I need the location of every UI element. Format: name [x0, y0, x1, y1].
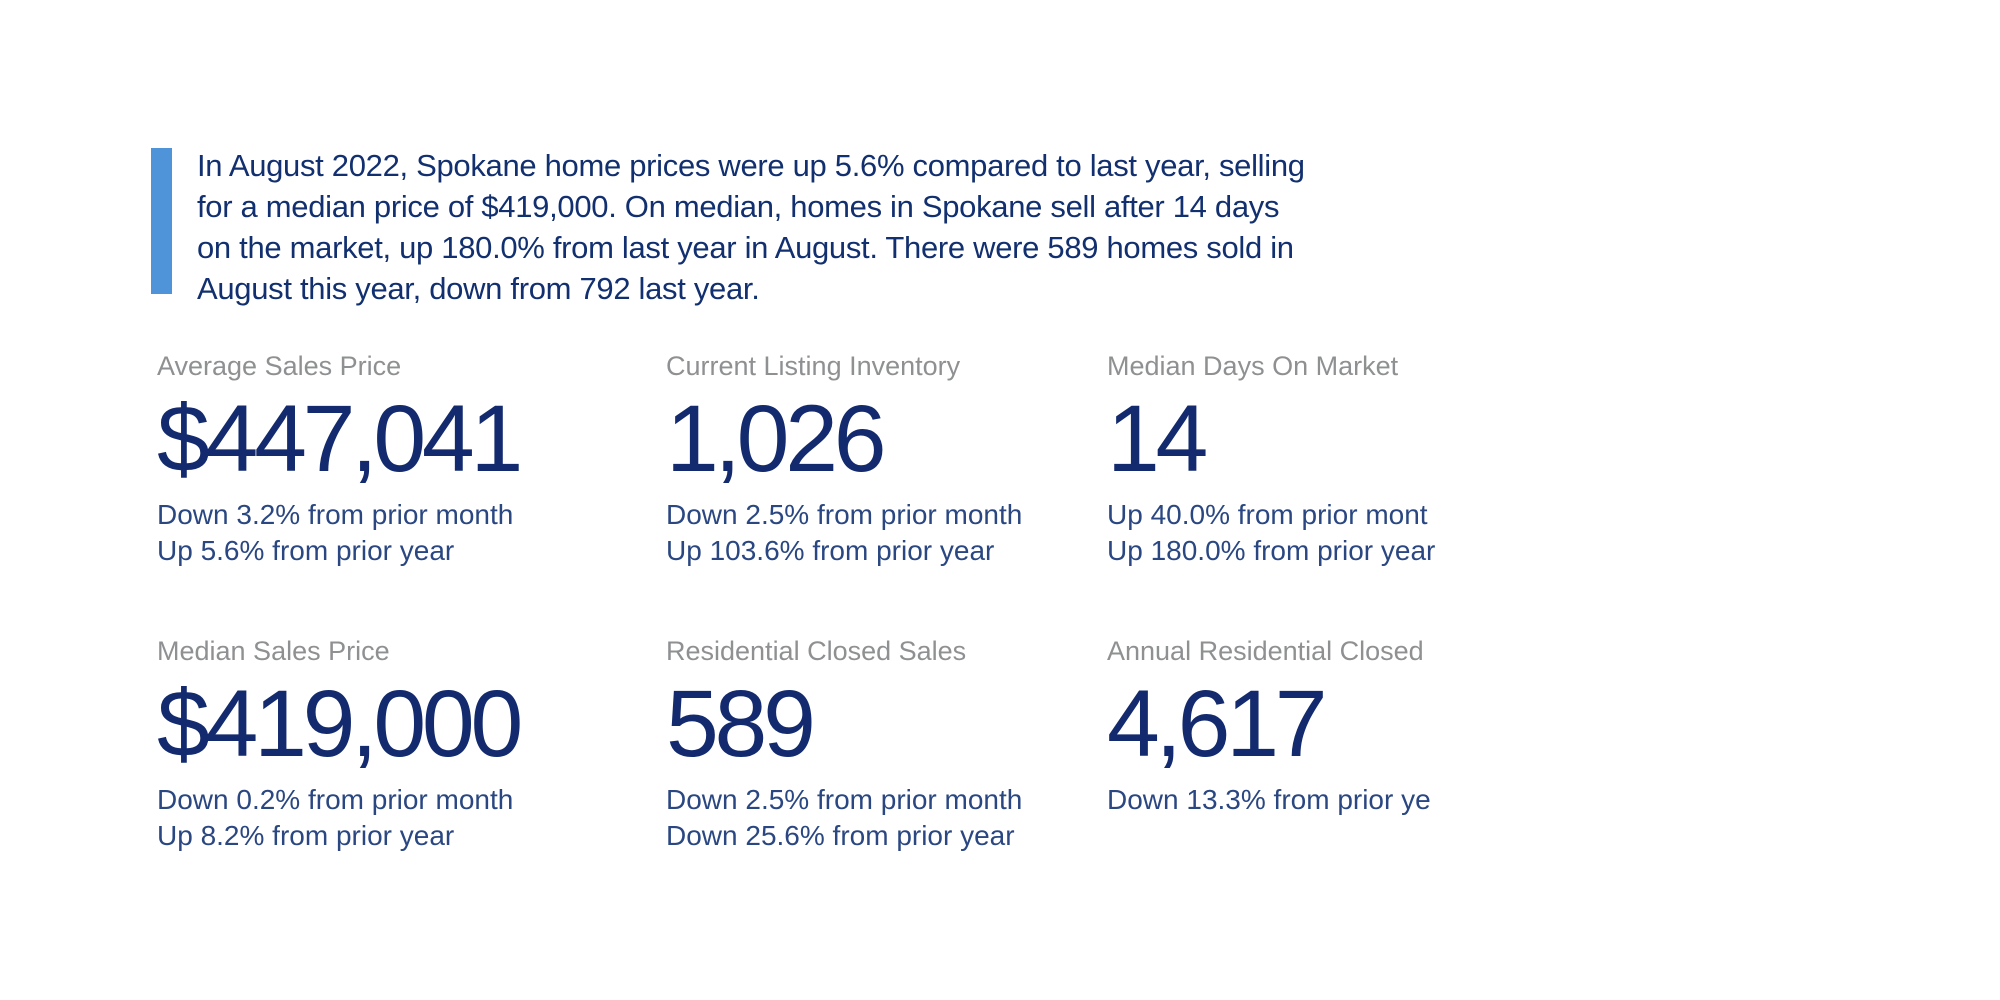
stat-change-year: Up 5.6% from prior year: [157, 535, 455, 566]
stat-card-annual-residential-closed: Annual Residential Closed 4,617 Down 13.…: [1107, 635, 1463, 854]
stat-label: Average Sales Price: [157, 351, 402, 381]
stat-card-median-days-on-market: Median Days On Market 14 Up 40.0% from p…: [1107, 350, 1463, 569]
stat-label: Annual Residential Closed: [1107, 636, 1424, 666]
stat-card-average-sales-price: Average Sales Price $447,041 Down 3.2% f…: [157, 350, 666, 569]
stat-change-year: Up 8.2% from prior year: [157, 820, 455, 851]
stat-change-month: Down 0.2% from prior month: [157, 784, 514, 815]
summary-line: In August 2022, Spokane home prices were…: [197, 148, 1305, 183]
market-summary-quote: In August 2022, Spokane home prices were…: [151, 145, 1305, 309]
stat-value: 4,617: [1107, 671, 1328, 777]
stat-card-current-listing-inventory: Current Listing Inventory 1,026 Down 2.5…: [666, 350, 1107, 569]
stat-value: 14: [1107, 386, 1208, 492]
stats-grid: Average Sales Price $447,041 Down 3.2% f…: [157, 350, 1463, 854]
stat-label: Residential Closed Sales: [666, 636, 967, 666]
stat-card-residential-closed-sales: Residential Closed Sales 589 Down 2.5% f…: [666, 635, 1107, 854]
stat-label: Current Listing Inventory: [666, 351, 961, 381]
stat-change-month: Down 2.5% from prior month: [666, 784, 1023, 815]
summary-line: August this year, down from 792 last yea…: [197, 271, 760, 306]
stat-label: Median Sales Price: [157, 636, 390, 666]
stat-card-median-sales-price: Median Sales Price $419,000 Down 0.2% fr…: [157, 635, 666, 854]
stat-value: 589: [666, 671, 816, 777]
stat-change-year: Down 25.6% from prior year: [666, 820, 1015, 851]
summary-line: on the market, up 180.0% from last year …: [197, 230, 1294, 265]
stat-label: Median Days On Market: [1107, 351, 1399, 381]
stat-change-year: Down 13.3% from prior ye: [1107, 784, 1431, 815]
stat-value: $419,000: [157, 671, 523, 777]
stat-change-month: Down 2.5% from prior month: [666, 499, 1023, 530]
summary-text: In August 2022, Spokane home prices were…: [197, 145, 1305, 309]
stat-value: 1,026: [666, 386, 887, 492]
stat-change-year: Up 180.0% from prior year: [1107, 535, 1436, 566]
stat-change-year: Up 103.6% from prior year: [666, 535, 995, 566]
stat-value: $447,041: [157, 386, 523, 492]
quote-accent-bar: [151, 148, 172, 294]
stat-change-month: Up 40.0% from prior mont: [1107, 499, 1428, 530]
stat-change-month: Down 3.2% from prior month: [157, 499, 514, 530]
summary-line: for a median price of $419,000. On media…: [197, 189, 1280, 224]
